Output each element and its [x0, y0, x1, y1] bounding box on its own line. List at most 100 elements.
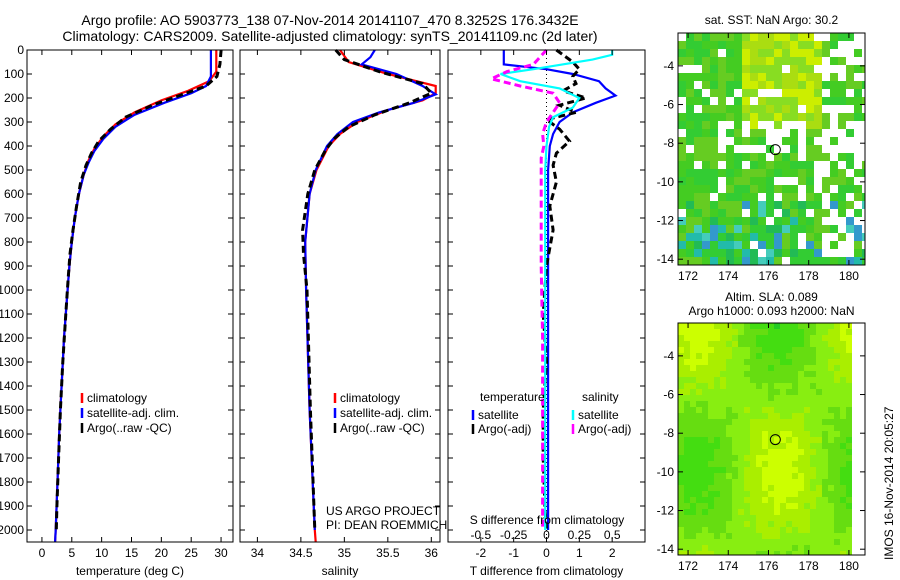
- map-cell: [714, 527, 720, 533]
- map-cell: [720, 533, 726, 539]
- map-cell: [846, 437, 852, 443]
- map-cell: [696, 425, 702, 431]
- map-cell: [838, 169, 846, 177]
- map-cell: [720, 545, 726, 551]
- map-cell: [828, 443, 834, 449]
- map-cell: [798, 49, 806, 57]
- map-cell: [846, 377, 852, 383]
- map-cell: [702, 49, 710, 57]
- map-cell: [828, 473, 834, 479]
- map-cell: [678, 545, 684, 551]
- map-cell: [718, 97, 726, 105]
- map-cell: [710, 65, 718, 73]
- map-cell: [738, 467, 744, 473]
- map-cell: [696, 545, 702, 551]
- map-cell: [786, 347, 792, 353]
- y-tick-label: 600: [4, 187, 24, 201]
- map-cell: [854, 209, 862, 217]
- map-cell: [810, 539, 816, 545]
- series-line-climatology: [54, 50, 218, 543]
- map-cell: [758, 49, 766, 57]
- map-cell: [702, 425, 708, 431]
- map-cell: [732, 521, 738, 527]
- map-cell: [684, 323, 690, 329]
- map-cell: [846, 515, 852, 521]
- map-cell: [806, 57, 814, 65]
- map-cell: [780, 497, 786, 503]
- lat-tick-label: -14: [657, 252, 675, 266]
- map-cell: [834, 365, 840, 371]
- map-cell: [734, 161, 742, 169]
- map-cell: [708, 425, 714, 431]
- map-cell: [786, 449, 792, 455]
- series-line-climatology: [304, 49, 437, 543]
- y-tick-label: 1300: [0, 355, 24, 369]
- map-cell: [744, 485, 750, 491]
- map-cell: [678, 539, 684, 545]
- map-cell: [804, 371, 810, 377]
- map-cell: [726, 371, 732, 377]
- map-cell: [718, 201, 726, 209]
- map-cell: [690, 437, 696, 443]
- map-cell: [814, 145, 822, 153]
- map-cell: [782, 201, 790, 209]
- map-cell: [810, 353, 816, 359]
- map-cell: [834, 539, 840, 545]
- map-cell: [678, 491, 684, 497]
- map-cell: [862, 169, 865, 177]
- map-cell: [804, 359, 810, 365]
- y-tick-label: 400: [4, 139, 24, 153]
- map-cell: [726, 129, 734, 137]
- map-cell: [798, 383, 804, 389]
- map-cell: [782, 89, 790, 97]
- map-cell: [762, 419, 768, 425]
- map-cell: [840, 503, 846, 509]
- map-cell: [726, 497, 732, 503]
- map-cell: [798, 41, 806, 49]
- map-cell: [846, 371, 852, 377]
- map-cell: [702, 193, 710, 201]
- map-cell: [774, 201, 782, 209]
- map-cell: [738, 365, 744, 371]
- map-cell: [840, 323, 846, 329]
- map-cell: [684, 479, 690, 485]
- map-cell: [828, 551, 834, 555]
- map-cell: [798, 201, 806, 209]
- map-cell: [828, 347, 834, 353]
- map-cell: [750, 49, 758, 57]
- map-cell: [690, 497, 696, 503]
- map-cell: [834, 527, 840, 533]
- map-cell: [798, 407, 804, 413]
- map-cell: [734, 81, 742, 89]
- map-cell: [822, 527, 828, 533]
- map-cell: [822, 521, 828, 527]
- map-cell: [768, 359, 774, 365]
- y-tick-label: 1900: [0, 499, 24, 513]
- map-cell: [690, 377, 696, 383]
- map-cell: [806, 257, 814, 265]
- map-cell: [708, 359, 714, 365]
- map-cell: [790, 169, 798, 177]
- map-cell: [810, 455, 816, 461]
- map-cell: [686, 89, 694, 97]
- map-cell: [814, 233, 822, 241]
- map-cell: [814, 113, 822, 121]
- map-cell: [696, 359, 702, 365]
- map-cell: [846, 503, 852, 509]
- map-cell: [742, 33, 750, 41]
- map-cell: [834, 479, 840, 485]
- map-cell: [750, 515, 756, 521]
- map-cell: [756, 437, 762, 443]
- map-cell: [798, 413, 804, 419]
- map-cell: [798, 377, 804, 383]
- map-cell: [806, 81, 814, 89]
- map-cell: [684, 503, 690, 509]
- map-cell: [810, 383, 816, 389]
- map-cell: [714, 425, 720, 431]
- map-cell: [750, 509, 756, 515]
- map-cell: [684, 359, 690, 365]
- map-cell: [720, 407, 726, 413]
- map-cell: [742, 105, 750, 113]
- map-cell: [710, 153, 718, 161]
